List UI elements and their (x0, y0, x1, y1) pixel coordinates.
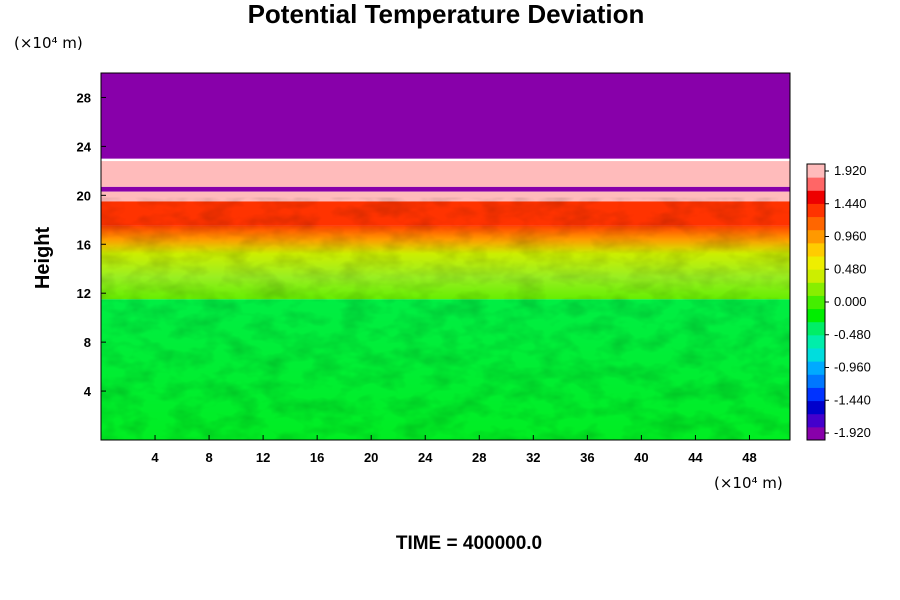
colorbar-label: -0.960 (834, 360, 871, 375)
colorbar-label: -1.920 (834, 425, 871, 440)
colorbar-label: -1.440 (834, 392, 871, 407)
y-tick-label: 24 (77, 139, 92, 154)
colorbar-swatch (807, 413, 825, 428)
x-tick-label: 44 (688, 450, 703, 465)
y-axis-label: Height (32, 227, 54, 290)
colorbar-label: 0.480 (834, 261, 867, 276)
turbulence-texture (101, 197, 790, 440)
colorbar-swatch (807, 374, 825, 388)
x-tick-label: 40 (634, 450, 648, 465)
y-tick-label: 16 (77, 237, 91, 252)
colorbar-swatch (807, 203, 825, 218)
x-axis-unit: (×10⁴ m) (714, 474, 783, 492)
x-axis-ticks: 4 8 12 16 20 24 28 32 36 40 44 48 (151, 435, 757, 465)
colorbar-swatch (807, 334, 825, 349)
y-tick-label: 28 (77, 90, 91, 105)
field-layer-0 (101, 73, 790, 159)
colorbar-swatch (807, 190, 825, 204)
field-layer-1 (101, 186, 790, 192)
colorbar-swatch (807, 269, 825, 283)
x-tick-label: 24 (418, 450, 433, 465)
colorbar-swatch (807, 164, 825, 178)
colorbar-swatch (807, 426, 825, 441)
colorbar-swatch (807, 348, 825, 362)
x-tick-label: 32 (526, 450, 540, 465)
colorbar-label: 1.440 (834, 196, 867, 211)
colorbar-swatch (807, 229, 825, 244)
y-tick-label: 8 (84, 335, 91, 350)
x-tick-label: 16 (310, 450, 324, 465)
colorbar-swatch (807, 295, 825, 310)
field-layer-2 (101, 161, 790, 187)
colorbar-label: 1.920 (834, 163, 867, 178)
y-axis-ticks: 4 8 12 16 20 24 28 (77, 90, 106, 399)
colorbar-swatch (807, 242, 825, 257)
colorbar-swatch (807, 308, 825, 323)
colorbar-swatch (807, 400, 825, 415)
x-tick-label: 20 (364, 450, 378, 465)
field-layer-3 (101, 191, 790, 202)
x-tick-label: 48 (742, 450, 756, 465)
plot-area (101, 73, 790, 440)
colorbar-swatch (807, 321, 825, 336)
colorbar-label: 0.000 (834, 294, 867, 309)
colorbar-swatch (807, 216, 825, 231)
colorbar-label: 0.960 (834, 229, 867, 244)
x-tick-label: 12 (256, 450, 270, 465)
colorbar-swatch (807, 387, 825, 402)
x-tick-label: 28 (472, 450, 486, 465)
y-axis-unit: (×10⁴ m) (14, 34, 83, 52)
x-tick-label: 8 (205, 450, 212, 465)
y-tick-label: 20 (77, 188, 91, 203)
chart-title: Potential Temperature Deviation (248, 0, 645, 29)
x-tick-label: 36 (580, 450, 594, 465)
plot-frame (100, 72, 791, 441)
time-footer: TIME = 400000.0 (396, 533, 542, 554)
y-tick-label: 12 (77, 286, 91, 301)
colorbar-swatch (807, 256, 825, 270)
colorbar-swatch (807, 361, 825, 375)
colorbar-label: -0.480 (834, 327, 871, 342)
colorbar-swatch (807, 177, 825, 191)
colorbar-swatch (807, 282, 825, 296)
y-tick-label: 4 (84, 384, 92, 399)
colorbar: 1.920 1.440 0.960 0.480 0.000 -0.480 -0.960 -1.… (806, 163, 871, 441)
x-tick-label: 4 (151, 450, 159, 465)
